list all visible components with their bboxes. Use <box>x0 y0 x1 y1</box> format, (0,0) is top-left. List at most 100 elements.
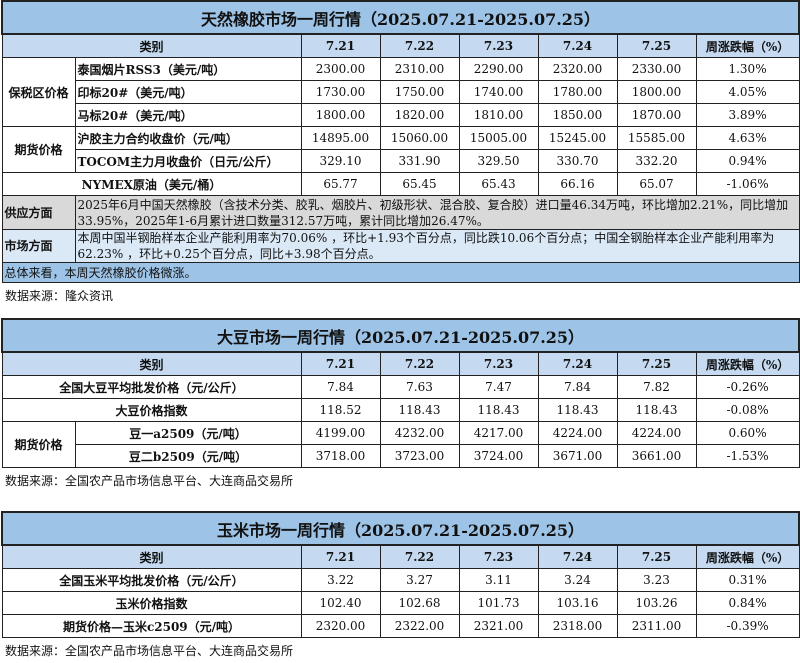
value-cell: 4232.00 <box>379 421 460 445</box>
value-cell: 0.31% <box>695 568 800 592</box>
value-cell: 2300.00 <box>300 57 381 81</box>
value-cell: 7.82 <box>616 375 697 399</box>
value-cell: 102.40 <box>300 591 381 615</box>
column-header: 周涨跌幅（%） <box>695 33 800 58</box>
value-cell: 4217.00 <box>458 421 539 445</box>
value-cell: 4224.00 <box>537 421 618 445</box>
supply-text: 2025年6月中国天然橡胶（含技术分类、胶乳、烟胶片、初级形状、混合胶、复合胶）… <box>74 195 800 230</box>
row-label: 马标20#（美元/吨） <box>74 103 302 127</box>
value-cell: 3.22 <box>300 568 381 592</box>
value-cell: 7.84 <box>537 375 618 399</box>
supply-row: 供应方面 2025年6月中国天然橡胶（含技术分类、胶乳、烟胶片、初级形状、混合胶、… <box>1 195 800 230</box>
value-cell: 1740.00 <box>458 80 539 104</box>
value-cell: 3.11 <box>458 568 539 592</box>
value-cell: 3.89% <box>695 103 800 127</box>
value-cell: 4.63% <box>695 126 800 150</box>
row-label: 豆二b2509（元/吨） <box>74 444 302 468</box>
column-header: 7.21 <box>300 544 381 569</box>
table-row: 期货价格 豆一a2509（元/吨） 4199.00 4232.00 4217.00 422… <box>1 421 800 468</box>
value-cell: 332.20 <box>616 149 697 173</box>
row-label: 泰国烟片RSS3（美元/吨） <box>74 57 302 81</box>
column-header-category: 类别 <box>1 33 302 58</box>
column-header: 7.23 <box>458 33 539 58</box>
value-cell: 118.43 <box>458 398 539 422</box>
value-cell: 65.77 <box>300 172 381 196</box>
value-cell: 330.70 <box>537 149 618 173</box>
value-cell: 1870.00 <box>616 103 697 127</box>
value-cell: -0.26% <box>695 375 800 399</box>
data-source: 数据来源：全国农产品市场信息平台、大连商品交易所 <box>5 474 294 488</box>
value-cell: 118.43 <box>537 398 618 422</box>
summary-text: 总体来看，本周天然橡胶价格微涨。 <box>1 262 800 283</box>
value-cell: 3723.00 <box>379 444 460 468</box>
row-label: 大豆价格指数 <box>1 398 302 422</box>
value-cell: 7.63 <box>379 375 460 399</box>
value-cell: 1730.00 <box>300 80 381 104</box>
row-group-label: 保税区价格 <box>1 57 76 127</box>
table-row: 期货价格—玉米c2509（元/吨） 2320.00 2322.00 2321.00 23… <box>1 614 800 638</box>
soy-table: 大豆市场一周行情（2025.07.21-2025.07.25） 类别 7.21 7.… <box>0 318 800 468</box>
table-row: 马标20#（美元/吨） 1800.00 1820.00 1810.00 1850.00 1… <box>2 103 800 127</box>
value-cell: 0.94% <box>695 149 800 173</box>
data-source: 数据来源：隆众资讯 <box>5 289 114 303</box>
value-cell: 1820.00 <box>379 103 460 127</box>
value-cell: -0.39% <box>695 614 800 638</box>
value-cell: 0.60% <box>695 421 800 445</box>
column-header-category: 类别 <box>1 351 302 376</box>
value-cell: -1.06% <box>695 172 800 196</box>
table-row: 豆二b2509（元/吨） 3718.00 3723.00 3724.00 3671.00… <box>2 444 800 468</box>
table-row: 全国玉米平均批发价格（元/公斤） 3.22 3.27 3.11 3.24 3.23 0.31… <box>1 568 800 592</box>
data-source: 数据来源：全国农产品市场信息平台、大连商品交易所 <box>5 644 294 658</box>
value-cell: 1.30% <box>695 57 800 81</box>
column-header: 周涨跌幅（%） <box>695 351 800 376</box>
value-cell: 2322.00 <box>379 614 460 638</box>
column-header: 7.22 <box>379 33 460 58</box>
value-cell: 15005.00 <box>458 126 539 150</box>
row-label: NYMEX原油（美元/桶） <box>1 172 302 196</box>
value-cell: -0.08% <box>695 398 800 422</box>
value-cell: 2321.00 <box>458 614 539 638</box>
column-header: 7.24 <box>537 351 618 376</box>
value-cell: 1850.00 <box>537 103 618 127</box>
header-row: 类别 7.21 7.22 7.23 7.24 7.25 周涨跌幅（%） <box>1 33 800 58</box>
value-cell: 65.43 <box>458 172 539 196</box>
value-cell: 4199.00 <box>300 421 381 445</box>
row-label: 期货价格—玉米c2509（元/吨） <box>1 614 302 638</box>
value-cell: -1.53% <box>695 444 800 468</box>
value-cell: 1810.00 <box>458 103 539 127</box>
table-title: 玉米市场一周行情（2025.07.21-2025.07.25） <box>0 511 800 546</box>
table-title: 天然橡胶市场一周行情（2025.07.21-2025.07.25） <box>0 0 800 35</box>
value-cell: 103.26 <box>616 591 697 615</box>
value-cell: 2318.00 <box>537 614 618 638</box>
column-header-category: 类别 <box>1 544 302 569</box>
value-cell: 2310.00 <box>379 57 460 81</box>
value-cell: 1750.00 <box>379 80 460 104</box>
column-header: 7.24 <box>537 33 618 58</box>
table-row: 全国大豆平均批发价格（元/公斤） 7.84 7.63 7.47 7.84 7.82 -0.2… <box>1 375 800 399</box>
column-header: 7.22 <box>379 351 460 376</box>
value-cell: 2290.00 <box>458 57 539 81</box>
rubber-table: 天然橡胶市场一周行情（2025.07.21-2025.07.25） 类别 7.21… <box>0 0 800 283</box>
value-cell: 2320.00 <box>300 614 381 638</box>
column-header: 7.23 <box>458 544 539 569</box>
row-label: 玉米价格指数 <box>1 591 302 615</box>
value-cell: 2320.00 <box>537 57 618 81</box>
table-row: NYMEX原油（美元/桶） 65.77 65.45 65.43 66.16 65.07 -1… <box>1 172 800 196</box>
value-cell: 3718.00 <box>300 444 381 468</box>
table-row: 玉米价格指数 102.40 102.68 101.73 103.16 103.26 0.84… <box>1 591 800 615</box>
value-cell: 66.16 <box>537 172 618 196</box>
table-row: 大豆价格指数 118.52 118.43 118.43 118.43 118.43 -0.0… <box>1 398 800 422</box>
value-cell: 7.47 <box>458 375 539 399</box>
row-label: TOCOM主力月收盘价（日元/公斤） <box>74 149 302 173</box>
value-cell: 118.43 <box>616 398 697 422</box>
table-title: 大豆市场一周行情（2025.07.21-2025.07.25） <box>0 318 800 353</box>
column-header: 7.24 <box>537 544 618 569</box>
value-cell: 0.84% <box>695 591 800 615</box>
table-row: 印标20#（美元/吨） 1730.00 1750.00 1740.00 1780.00 1… <box>2 80 800 104</box>
value-cell: 1800.00 <box>616 80 697 104</box>
supply-label: 供应方面 <box>1 195 76 230</box>
rubber-section: 天然橡胶市场一周行情（2025.07.21-2025.07.25） 类别 7.21… <box>0 0 800 304</box>
value-cell: 7.84 <box>300 375 381 399</box>
row-label: 沪胶主力合约收盘价（元/吨） <box>74 126 302 150</box>
value-cell: 118.43 <box>379 398 460 422</box>
